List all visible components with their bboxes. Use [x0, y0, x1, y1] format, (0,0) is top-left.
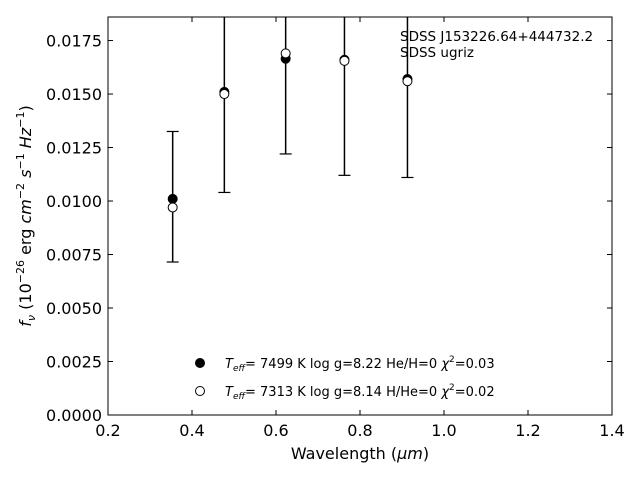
legend-teff-open: = 7313 K log g=8.14 H/He=0: [245, 385, 437, 400]
data-point-filled: [167, 193, 178, 204]
data-point-open: [219, 89, 230, 100]
legend: Teff= 7499 K log g=8.22 He/H=0 χ2=0.03 T…: [195, 355, 495, 402]
plot-frame: [107, 16, 613, 416]
y-axis-label: fν (10−26 erg cm−2 s−1 Hz−1): [14, 105, 38, 326]
legend-marker-open: [195, 386, 205, 396]
x-tick-label: 0.2: [95, 421, 120, 440]
legend-chi-filled: =0.03: [455, 357, 495, 372]
y-tick-label: 0.0175: [46, 32, 102, 51]
legend-entry-filled: Teff= 7499 K log g=8.22 He/H=0 χ2=0.03: [225, 355, 495, 374]
legend-entry-open: Teff= 7313 K log g=8.14 H/He=0 χ2=0.02: [225, 383, 495, 402]
x-tick-label: 1.4: [599, 421, 624, 440]
annotation-object-name: SDSS J153226.64+444732.2: [400, 29, 593, 45]
x-tick-label: 0.6: [263, 421, 288, 440]
y-tick-label: 0.0000: [46, 406, 102, 425]
data-point-open: [280, 48, 291, 59]
legend-marker-filled: [195, 358, 205, 368]
y-tick-label: 0.0050: [46, 299, 102, 318]
annotation: SDSS J153226.64+444732.2 SDSS ugriz: [400, 29, 593, 61]
data-point-open: [402, 76, 413, 87]
data-point-open: [339, 55, 350, 66]
x-tick-label: 1.0: [431, 421, 456, 440]
data-point-open: [167, 202, 178, 213]
x-tick-label: 0.8: [347, 421, 372, 440]
y-tick-label: 0.0150: [46, 85, 102, 104]
legend-teff-filled: = 7499 K log g=8.22 He/H=0: [245, 357, 437, 372]
x-axis-label: Wavelength (μm): [291, 444, 429, 463]
y-tick-label: 0.0100: [46, 192, 102, 211]
y-tick-label: 0.0125: [46, 139, 102, 158]
annotation-survey: SDSS ugriz: [400, 45, 474, 61]
y-tick-label: 0.0025: [46, 353, 102, 372]
x-tick-label: 1.2: [515, 421, 540, 440]
legend-chi-open: =0.02: [455, 385, 495, 400]
y-tick-label: 0.0075: [46, 246, 102, 265]
x-tick-label: 0.4: [179, 421, 204, 440]
